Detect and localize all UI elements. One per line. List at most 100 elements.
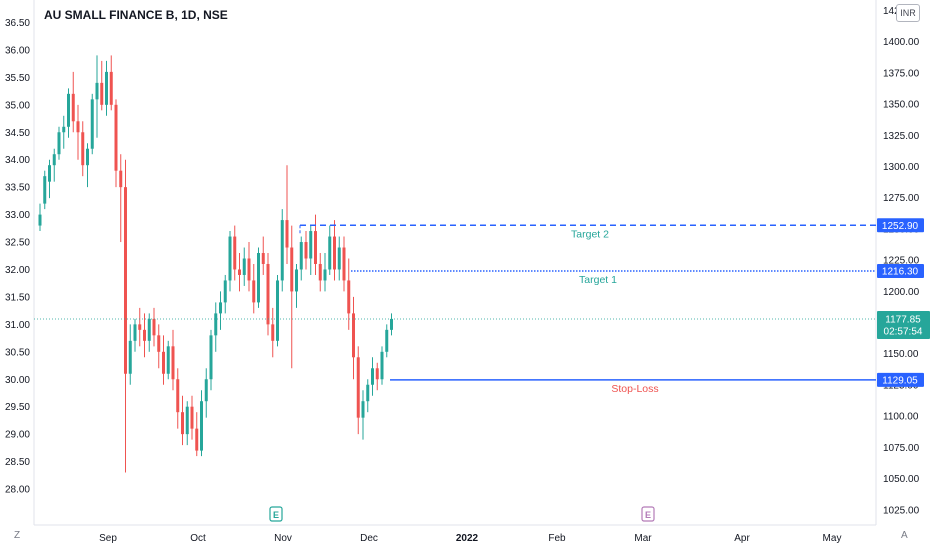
candle-body	[204, 379, 208, 402]
level-label: Stop-Loss	[611, 383, 658, 395]
time-tick-label: Apr	[734, 533, 750, 544]
candle-body	[48, 165, 51, 182]
right-tick-label: 1225.00	[883, 256, 920, 267]
candle-body	[390, 318, 393, 330]
candle-body	[43, 176, 47, 204]
level-price-label-bg	[877, 372, 924, 387]
timezone-toggle[interactable]: Z	[14, 530, 21, 541]
candle-body	[162, 351, 165, 374]
right-tick-label: 1025.00	[883, 505, 920, 516]
candle-body	[195, 428, 199, 451]
candle-body	[252, 280, 256, 303]
candle-body	[109, 71, 113, 105]
candle-body	[299, 242, 303, 270]
candle-body	[337, 247, 341, 270]
candle-body	[314, 231, 317, 264]
right-tick-label: 1100.00	[883, 412, 919, 423]
candle-body	[323, 269, 327, 281]
level-price-label: 1129.05	[882, 375, 918, 386]
candle-body	[52, 154, 56, 166]
right-tick-label: 1275.00	[883, 193, 920, 204]
candle-body	[228, 236, 232, 281]
left-tick-label: 30.50	[5, 347, 30, 358]
candle-body	[242, 258, 246, 275]
candle-body	[152, 318, 156, 336]
candle-body	[133, 324, 137, 341]
left-tick-label: 36.00	[5, 45, 30, 56]
left-tick-label: 32.00	[5, 265, 30, 276]
right-tick-label: 1150.00	[883, 349, 919, 360]
candle-body	[271, 324, 275, 341]
time-axis[interactable]: Sep Oct Nov Dec 2022 Feb Mar Apr May	[99, 533, 841, 544]
candle-body	[247, 258, 251, 281]
candle-body	[290, 247, 294, 292]
candle-body	[257, 253, 260, 303]
candle-body	[147, 318, 151, 341]
currency-badge[interactable]: INR	[896, 4, 920, 22]
candle-body	[280, 220, 284, 281]
candle-body	[375, 368, 379, 380]
candle-body	[266, 263, 270, 325]
level-label: Target 1	[579, 274, 617, 286]
left-tick-label: 32.50	[5, 238, 30, 249]
right-tick-label: 1300.00	[883, 162, 920, 173]
candle-body	[200, 401, 203, 451]
candle-body	[171, 346, 175, 380]
candle-body	[190, 406, 194, 429]
time-tick-label: Oct	[190, 533, 206, 544]
left-tick-label: 36.50	[5, 18, 30, 29]
left-tick-label: 29.50	[5, 402, 30, 413]
candle-body	[380, 351, 384, 380]
earnings-marker[interactable]: E	[269, 506, 283, 522]
earnings-marker[interactable]: E	[641, 506, 655, 522]
left-tick-label: 28.50	[5, 457, 30, 468]
candle-body	[67, 93, 70, 127]
earnings-letter: E	[273, 510, 279, 520]
time-tick-label: Nov	[274, 533, 292, 544]
auto-scale-toggle[interactable]: A	[901, 530, 908, 541]
candle-body	[166, 346, 170, 374]
left-price-axis: 36.50 36.00 35.50 35.00 34.50 34.00 33.50 33.00…	[5, 18, 30, 496]
candle-body	[304, 242, 308, 259]
left-tick-label: 33.00	[5, 210, 30, 221]
last-price-value: 1177.85	[885, 314, 921, 325]
candle-body	[38, 214, 42, 226]
right-tick-label: 1200.00	[883, 287, 920, 298]
candle-body	[71, 93, 75, 122]
candle-body	[276, 280, 279, 341]
candle-body	[238, 269, 241, 275]
candle-body	[119, 170, 123, 188]
candle-body	[328, 236, 332, 270]
right-price-axis[interactable]: 1425.001400.001375.001350.001325.001300.…	[883, 6, 920, 516]
right-tick-label: 1400.00	[883, 37, 920, 48]
candle-body	[128, 340, 132, 374]
earnings-icon	[641, 506, 655, 522]
time-tick-label: Dec	[360, 533, 378, 544]
candle-body	[90, 99, 94, 149]
candle-body	[62, 126, 66, 133]
candle-body	[352, 313, 355, 358]
candle-body	[333, 236, 336, 270]
candlestick-series	[38, 55, 393, 473]
left-tick-label: 28.00	[5, 485, 30, 496]
candle-body	[285, 220, 289, 248]
candle-body	[385, 329, 389, 352]
candle-body	[157, 335, 161, 352]
candle-body	[105, 71, 108, 105]
candle-body	[318, 263, 322, 281]
candle-body	[209, 335, 213, 380]
left-tick-label: 34.50	[5, 128, 30, 139]
left-tick-label: 29.00	[5, 430, 30, 441]
last-price-label-bg	[877, 310, 930, 339]
candle-body	[76, 121, 80, 133]
candle-body	[114, 104, 118, 171]
candle-body	[143, 329, 146, 341]
time-tick-label: 2022	[456, 533, 479, 544]
left-tick-label: 34.00	[5, 155, 30, 166]
earnings-letter: E	[645, 510, 651, 520]
candle-body	[233, 236, 237, 270]
level-price-label-bg	[877, 218, 924, 233]
